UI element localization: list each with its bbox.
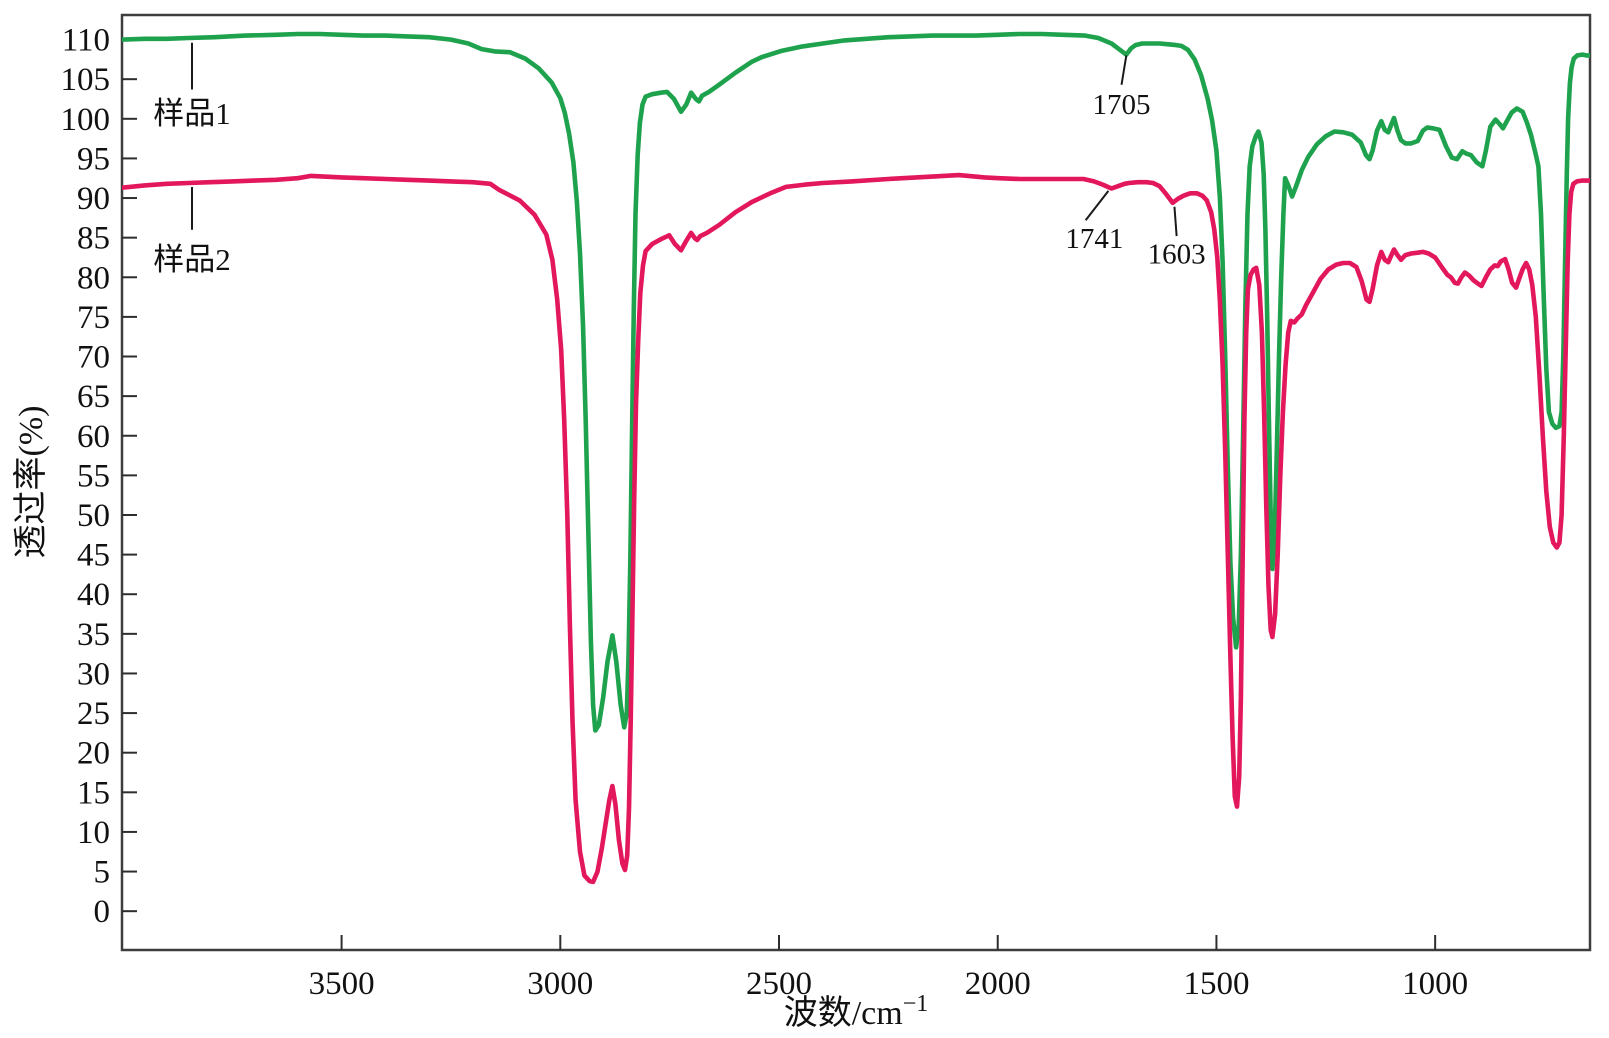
y-tick-label-25: 25 xyxy=(77,696,110,732)
x-tick-label-1000: 1000 xyxy=(1402,966,1468,1002)
y-tick-label-20: 20 xyxy=(77,736,110,772)
spectrum-curve-sample2 xyxy=(122,172,1590,885)
plot-frame xyxy=(120,13,1592,952)
y-tick-label-70: 70 xyxy=(77,340,110,376)
x-tick-label-3000: 3000 xyxy=(527,966,593,1002)
annotation-leader-1705 xyxy=(1120,55,1128,85)
y-tick-label-0: 0 xyxy=(94,894,111,930)
y-tick-label-110: 110 xyxy=(62,23,110,59)
x-tick-label-1500: 1500 xyxy=(1183,966,1249,1002)
curves-layer xyxy=(122,31,1590,885)
y-tick-label-55: 55 xyxy=(77,458,110,494)
x-tick-label-2500: 2500 xyxy=(746,966,812,1002)
annotation-leader-1603 xyxy=(1173,206,1178,237)
y-tick-label-35: 35 xyxy=(77,617,110,653)
y-tick-label-45: 45 xyxy=(77,538,110,574)
x-axis-title: 波数/cm−1 xyxy=(784,991,929,1032)
y-tick-label-50: 50 xyxy=(77,498,110,534)
y-tick-label-15: 15 xyxy=(77,775,110,811)
annotation-label-1705: 1705 xyxy=(1093,89,1151,121)
annotation-label-样品1: 样品1 xyxy=(153,96,231,131)
x-axis-title-base: 波数/cm xyxy=(784,994,903,1032)
annotation-leader-1741 xyxy=(1084,190,1110,221)
x-axis-ticks: 3500 3000 2500 2000 1500 1000 xyxy=(309,935,1468,1002)
x-tick-label-2000: 2000 xyxy=(965,966,1031,1002)
y-tick-label-90: 90 xyxy=(77,181,110,217)
y-tick-label-80: 80 xyxy=(77,260,110,296)
spectrum-curve-sample1 xyxy=(122,31,1590,733)
y-tick-label-65: 65 xyxy=(77,379,110,415)
y-tick-label-40: 40 xyxy=(77,577,110,613)
y-axis-title: 透过率(%) xyxy=(12,406,50,559)
y-tick-label-5: 5 xyxy=(94,855,111,891)
annotation-label-1603: 1603 xyxy=(1148,239,1206,271)
y-tick-label-10: 10 xyxy=(77,815,110,851)
annotations-layer: 样品1 样品2 1705 1741 1603 xyxy=(153,42,1206,277)
y-tick-label-95: 95 xyxy=(77,141,110,177)
annotation-label-样品2: 样品2 xyxy=(153,242,231,277)
y-tick-label-85: 85 xyxy=(77,221,110,257)
y-tick-label-30: 30 xyxy=(77,656,110,692)
x-axis-title-superscript: −1 xyxy=(903,991,929,1017)
y-tick-label-105: 105 xyxy=(61,62,111,98)
y-tick-label-60: 60 xyxy=(77,419,110,455)
annotation-label-1741: 1741 xyxy=(1065,223,1123,255)
y-tick-label-75: 75 xyxy=(77,300,110,336)
x-tick-label-3500: 3500 xyxy=(309,966,375,1002)
y-axis-ticks: 0510152025303540455055606570758085909510… xyxy=(61,23,137,930)
y-tick-label-100: 100 xyxy=(61,102,111,138)
